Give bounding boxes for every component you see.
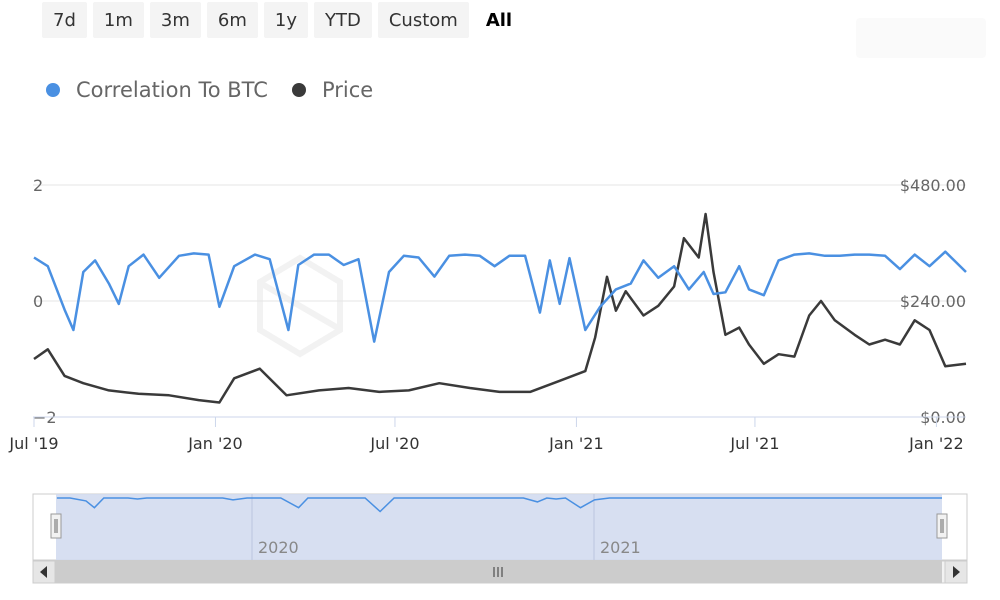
legend-label-correlation: Correlation To BTC: [76, 78, 268, 102]
chart-legend: Correlation To BTC Price: [46, 78, 397, 102]
navigator-right-handle[interactable]: [936, 513, 948, 539]
legend-dot-correlation: [46, 83, 60, 97]
range-button-custom[interactable]: Custom: [377, 2, 469, 38]
watermark-logo: [257, 254, 343, 358]
range-selector: 7d 1m 3m 6m 1y YTD Custom All: [42, 2, 523, 38]
navigator-correlation-line: [56, 497, 942, 513]
watermark-hexagon-line: [260, 281, 340, 331]
x-axis: Jul '19 Jan '20 Jul '20 Jan '21 Jul '21 Jan '…: [8, 416, 966, 453]
x-tick-label: Jan '20: [187, 434, 243, 453]
scrollbar[interactable]: [32, 560, 968, 584]
legend-label-price: Price: [321, 78, 374, 102]
range-button-6m[interactable]: 6m: [206, 2, 258, 38]
range-button-7d[interactable]: 7d: [42, 2, 87, 38]
x-tick-label: Jul '19: [8, 434, 58, 453]
x-tick-label: Jul '21: [729, 434, 779, 453]
chart-plot-area: [33, 212, 967, 404]
arrow-left-icon: [40, 566, 47, 578]
right-tick-label: $240.00: [900, 292, 966, 311]
legend-item-correlation[interactable]: Correlation To BTC: [46, 78, 268, 102]
range-button-3m[interactable]: 3m: [149, 2, 201, 38]
right-tick-label: $480.00: [900, 176, 966, 195]
legend-item-price[interactable]: Price: [291, 78, 374, 102]
left-tick-label: 0: [33, 292, 43, 311]
x-tick-label: Jan '22: [908, 434, 964, 453]
navigator-selected-range[interactable]: [56, 494, 942, 560]
x-tick-label: Jul '20: [369, 434, 419, 453]
left-tick-label: 2: [33, 176, 43, 195]
navigator-left-handle-box[interactable]: [50, 513, 62, 539]
navigator-left-handle[interactable]: [50, 513, 62, 539]
export-menu-area: [856, 18, 986, 58]
navigator-right-handle-box[interactable]: [936, 513, 948, 539]
range-button-1m[interactable]: 1m: [92, 2, 144, 38]
navigator-year-label-2020: 2020: [258, 538, 299, 557]
range-button-1y[interactable]: 1y: [263, 2, 308, 38]
range-button-ytd[interactable]: YTD: [314, 2, 372, 38]
grip-lines-icon: [493, 567, 503, 577]
navigator-year-label-2021: 2021: [600, 538, 641, 557]
correlation-series-line: [33, 250, 967, 343]
right-axis: $480.00$240.00$0.00: [900, 176, 966, 427]
arrow-right-icon: [953, 566, 960, 578]
navigator[interactable]: 2020 2021: [32, 493, 968, 561]
range-button-all[interactable]: All: [485, 10, 513, 31]
watermark-hexagon: [257, 254, 343, 358]
x-tick-label: Jan '21: [548, 434, 604, 453]
chart-grid: [33, 184, 966, 418]
legend-dot-price: [291, 83, 306, 97]
navigator-series: [56, 497, 942, 513]
price-series-line: [33, 212, 967, 404]
